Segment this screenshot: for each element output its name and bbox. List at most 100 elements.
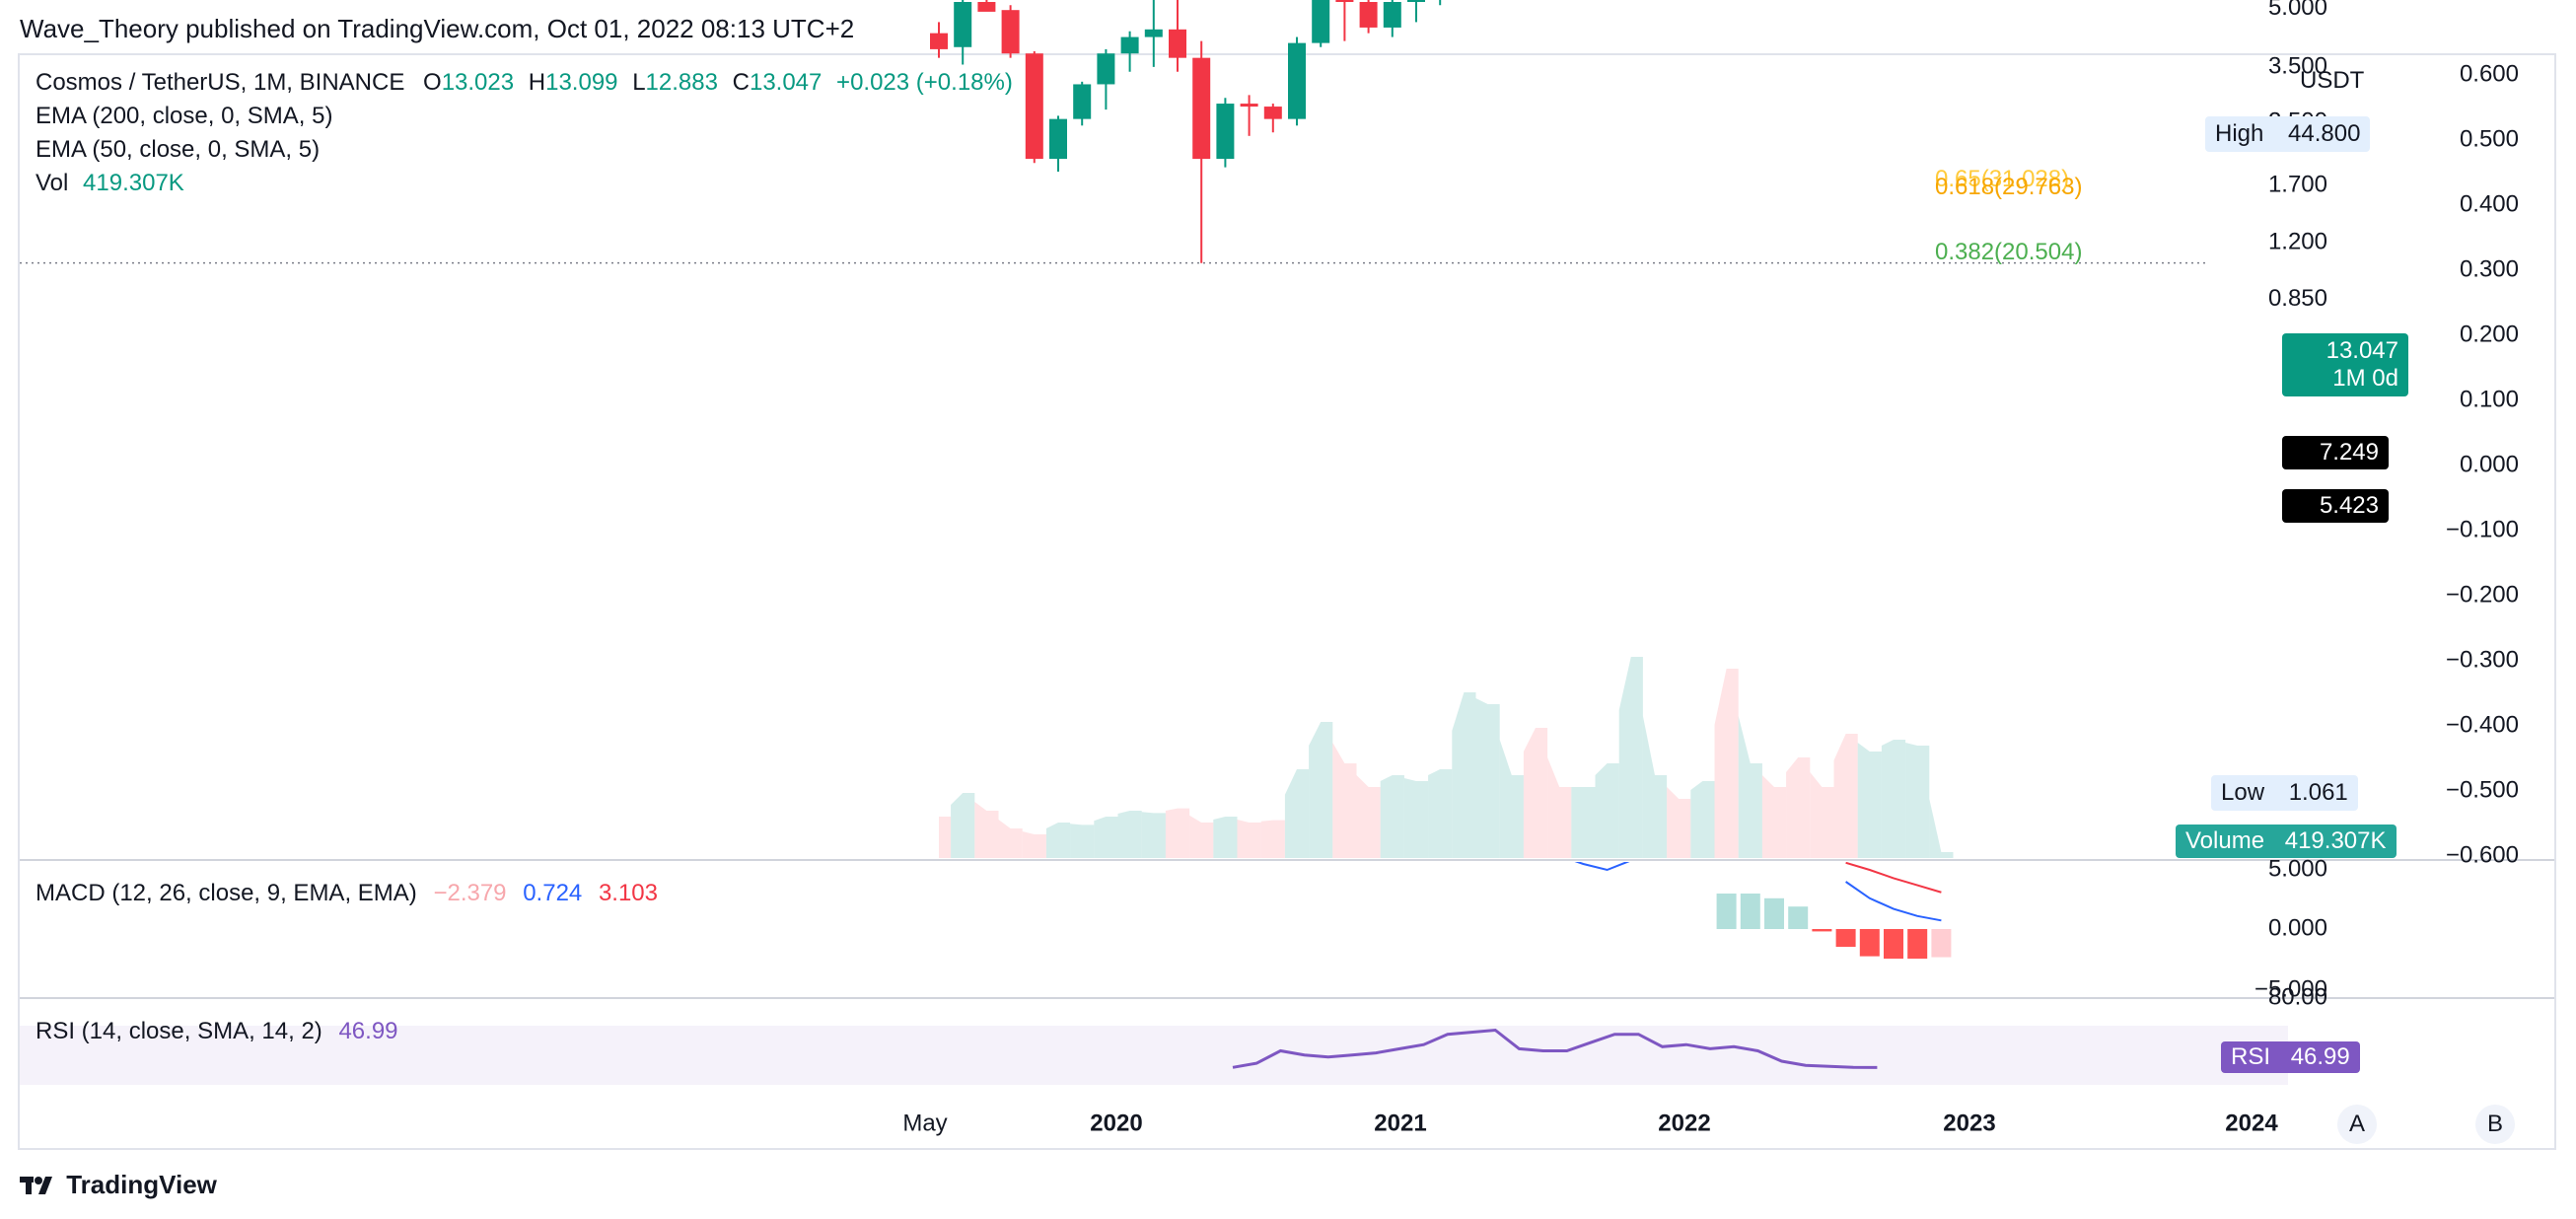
open-label: O [423,69,442,96]
symbol-legend: Cosmos / TetherUS, 1M, BINANCE O13.023 H… [36,69,1013,97]
low-value: 12.883 [645,69,718,96]
volume-bar [998,820,1023,858]
candle-body [1240,104,1258,108]
right-axis-label: 0.000 [2460,451,2519,477]
volume-bar [1786,757,1811,858]
candle-body [1192,57,1211,160]
volume-tag-label: Volume [2185,827,2265,854]
volume-bar [1189,815,1214,858]
candle-body [1097,53,1115,85]
candle-body [1359,1,1378,28]
macd-line-value: 0.724 [523,880,583,906]
high-tag: High 44.800 [2205,116,2371,152]
volume-bar [1428,769,1453,858]
candle-body [977,1,996,12]
macd-histogram-bar [1835,929,1856,947]
x-axis-label: 2023 [1943,1110,1995,1136]
volume-legend[interactable]: Vol 419.307K [36,170,184,197]
volume-bar [1309,722,1333,858]
last-price-tag: 13.047 1M 0d [2282,333,2408,396]
change-value: +0.023 (+0.18%) [836,69,1013,96]
candle-body [1049,118,1067,160]
volume-bar [1117,811,1142,858]
volume-bar [1547,757,1572,858]
ema200-legend[interactable]: EMA (200, close, 0, SMA, 5) [36,103,333,129]
volume-bar [1237,820,1261,858]
candle-body [1335,0,1354,2]
right-axis-label: 0.200 [2460,321,2519,347]
log-scale-button[interactable]: B [2475,1105,2515,1144]
candle-body [1001,10,1020,54]
low-tag: Low 1.061 [2211,775,2358,811]
rsi-legend-value: 46.99 [338,1018,398,1044]
chart-frame [18,53,2556,1150]
candle-body [1288,42,1306,119]
volume-tag-value: 419.307K [2284,827,2387,854]
volume-legend-value: 419.307K [83,170,184,196]
auto-scale-button[interactable]: A [2337,1105,2377,1144]
currency-label[interactable]: USDT [2300,67,2365,94]
rsi-band [20,1026,2288,1085]
volume-bar [1618,657,1643,858]
publisher-line: Wave_Theory published on TradingView.com… [20,14,855,43]
macd-line [1574,862,1942,922]
volume-bar [1905,743,1930,858]
high-tag-label: High [2215,120,2264,147]
volume-bar [939,817,952,858]
macd-signal-line [1845,862,1942,894]
macd-legend[interactable]: MACD (12, 26, close, 9, EMA, EMA) −2.379… [36,880,658,907]
volume-bar [1380,775,1404,858]
candle-body [1169,29,1186,58]
right-axis-label: −0.300 [2446,646,2519,673]
close-label: C [732,69,750,96]
tradingview-logo[interactable]: TradingView [20,1170,217,1200]
volume-bar [1881,740,1906,858]
volume-bar [1761,775,1787,858]
rsi-legend[interactable]: RSI (14, close, SMA, 14, 2) 46.99 [36,1018,398,1045]
tradingview-logo-text: TradingView [66,1170,217,1199]
fib-065-label: 0.65(31.028) [1935,166,2070,192]
volume-bar [1571,787,1596,858]
volume-bar [1045,823,1071,858]
candle-series [930,0,1442,263]
volume-bar [1141,812,1166,858]
price-axis-label: 5.000 [2268,0,2327,21]
rsi-axis-label: 80.00 [2268,983,2327,1010]
price-axis-label: 1.200 [2268,228,2327,254]
macd-histogram-bar [1740,894,1760,929]
candle-body [954,1,972,47]
price-axis-label: 3.500 [2268,52,2327,79]
price-axis-label: 1.700 [2268,171,2327,197]
volume-bar [1714,669,1739,858]
volume-bar [1452,692,1476,858]
volume-series [939,657,1954,858]
volume-bar [1070,824,1095,858]
volume-bar [1213,817,1238,858]
high-tag-value: 44.800 [2288,120,2361,147]
volume-bar [1929,799,1954,858]
level-7249-tag: 7.249 [2282,436,2389,469]
volume-bar [1332,743,1357,858]
right-axis-label: 0.100 [2460,386,2519,412]
volume-bar [1857,743,1882,858]
price-axis-label: 0.850 [2268,285,2327,312]
candle-body [1025,53,1043,160]
candle-body [1144,29,1163,37]
candle-body [1073,84,1092,119]
volume-bar [1523,728,1548,858]
macd-histogram-bar [1859,929,1880,957]
rsi-tag-value: 46.99 [2290,1043,2350,1070]
symbol-name[interactable]: Cosmos / TetherUS, 1M, BINANCE [36,69,405,96]
last-price-value: 13.047 [2326,337,2398,364]
ema50-legend[interactable]: EMA (50, close, 0, SMA, 5) [36,136,321,163]
rsi-line [1232,1028,1878,1069]
right-axis-label: −0.100 [2446,516,2519,542]
volume-tag: Volume 419.307K [2176,825,2397,858]
close-value: 13.047 [749,69,823,96]
right-axis-label: −0.500 [2446,776,2519,803]
volume-bar [1810,772,1834,858]
macd-histogram-bar [1884,929,1903,959]
right-axis-label: −0.400 [2446,711,2519,738]
low-label: L [632,69,646,96]
